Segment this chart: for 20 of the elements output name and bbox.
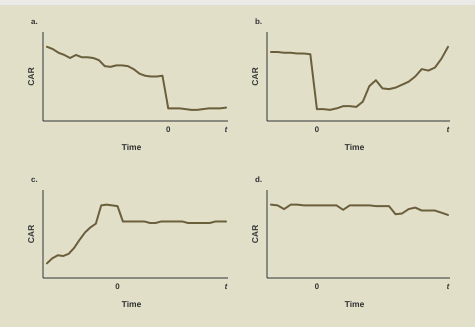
y-axis-title: CAR [26, 224, 36, 244]
x-tick-label: 0 [314, 282, 320, 291]
y-axis-title: CAR [250, 67, 260, 86]
chart-title: d. [255, 175, 262, 184]
x-tick-label: t [224, 282, 228, 291]
y-axis-title: CAR [26, 67, 36, 86]
chart-title: b. [255, 17, 262, 26]
x-tick-label: t [446, 282, 450, 291]
x-tick-label: 0 [115, 282, 120, 291]
x-axis-title: Time [122, 299, 142, 309]
x-tick-label: t [446, 125, 450, 134]
chart-title: c. [31, 175, 38, 184]
x-tick-label: t [224, 125, 228, 134]
chart-title: a. [31, 17, 38, 26]
y-axis-title: CAR [250, 224, 260, 244]
x-tick-label: 0 [314, 125, 320, 134]
x-axis-title: Time [344, 299, 365, 309]
x-tick-label: 0 [166, 125, 172, 134]
x-axis-title: Time [122, 142, 142, 152]
x-axis-title: Time [344, 142, 365, 152]
